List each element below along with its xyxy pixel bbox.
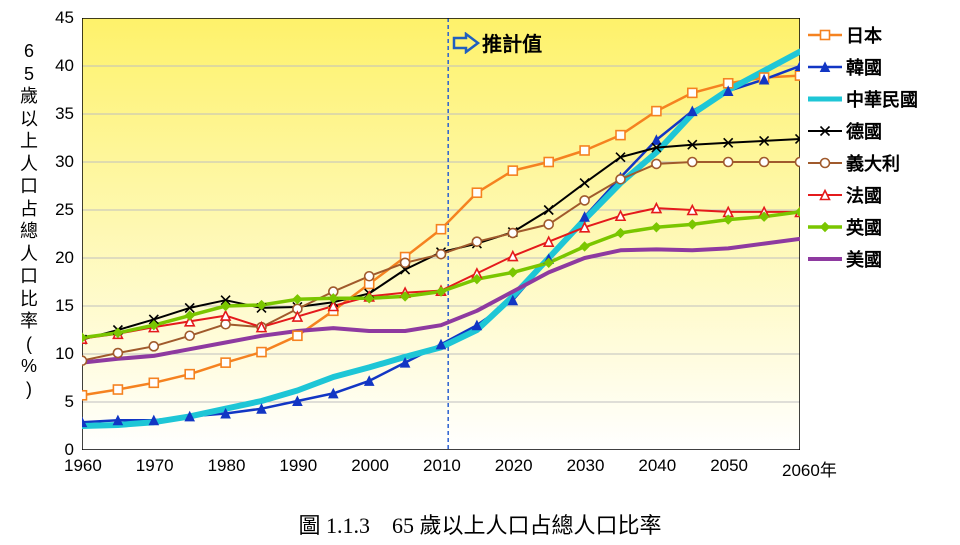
legend-label: 韓國 [846, 54, 882, 80]
y-axis-title: 65歲以上人口占總人口比率(%) [18, 40, 40, 400]
projection-label: 推計值 [482, 28, 542, 57]
x-tick-label: 2010 [423, 456, 461, 476]
x-tick-label: 2050 [710, 456, 748, 476]
legend-label: 德國 [846, 118, 882, 144]
x-tick-label: 2060年 [782, 456, 837, 481]
arrow-icon [452, 32, 480, 54]
x-tick-label: 2020 [495, 456, 533, 476]
legend-item-france: 法國 [808, 182, 918, 208]
legend-item-usa: 美國 [808, 246, 918, 272]
y-tick-label: 40 [55, 56, 74, 76]
x-tick-label: 1980 [208, 456, 246, 476]
legend-label: 美國 [846, 246, 882, 272]
chart-container: 65歲以上人口占總人口比率(%) 日本韓國中華民國德國義大利法國英國美國 圖 1… [0, 0, 960, 545]
x-tick-label: 2040 [638, 456, 676, 476]
y-tick-label: 25 [55, 200, 74, 220]
legend-item-korea: 韓國 [808, 54, 918, 80]
legend-swatch [808, 251, 842, 267]
legend-label: 英國 [846, 214, 882, 240]
x-tick-label: 1960 [64, 456, 102, 476]
x-tick-label: 2000 [351, 456, 389, 476]
legend-swatch [808, 123, 842, 139]
plot-svg [82, 18, 800, 450]
legend-swatch [808, 155, 842, 171]
legend-item-roc: 中華民國 [808, 86, 918, 112]
legend-label: 中華民國 [846, 86, 918, 112]
legend-swatch [808, 91, 842, 107]
legend-item-germany: 德國 [808, 118, 918, 144]
x-tick-label: 1970 [136, 456, 174, 476]
legend-swatch [808, 27, 842, 43]
legend-swatch [808, 187, 842, 203]
legend-item-uk: 英國 [808, 214, 918, 240]
legend: 日本韓國中華民國德國義大利法國英國美國 [808, 22, 918, 278]
legend-label: 日本 [846, 22, 882, 48]
legend-swatch [808, 219, 842, 235]
y-tick-label: 30 [55, 152, 74, 172]
legend-label: 法國 [846, 182, 882, 208]
legend-item-italy: 義大利 [808, 150, 918, 176]
y-tick-label: 35 [55, 104, 74, 124]
y-tick-label: 5 [65, 392, 74, 412]
figure-caption: 圖 1.1.3 65 歲以上人口占總人口比率 [0, 508, 960, 540]
projection-annotation: 推計值 [452, 28, 542, 57]
y-tick-label: 15 [55, 296, 74, 316]
x-tick-label: 2030 [567, 456, 605, 476]
plot-area [82, 18, 800, 450]
x-tick-label: 1990 [279, 456, 317, 476]
legend-label: 義大利 [846, 150, 900, 176]
legend-item-japan: 日本 [808, 22, 918, 48]
y-tick-label: 45 [55, 8, 74, 28]
y-tick-label: 10 [55, 344, 74, 364]
legend-swatch [808, 59, 842, 75]
y-tick-label: 20 [55, 248, 74, 268]
